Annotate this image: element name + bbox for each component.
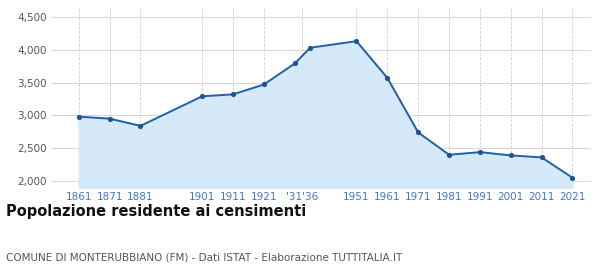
Point xyxy=(228,92,238,97)
Point xyxy=(568,176,577,180)
Point xyxy=(136,124,145,128)
Point xyxy=(444,153,454,157)
Text: Popolazione residente ai censimenti: Popolazione residente ai censimenti xyxy=(6,204,306,220)
Point xyxy=(413,130,423,135)
Point xyxy=(475,150,485,154)
Text: COMUNE DI MONTERUBBIANO (FM) - Dati ISTAT - Elaborazione TUTTITALIA.IT: COMUNE DI MONTERUBBIANO (FM) - Dati ISTA… xyxy=(6,252,402,262)
Point xyxy=(383,76,392,80)
Point xyxy=(74,115,83,119)
Point xyxy=(305,45,315,50)
Point xyxy=(352,39,361,43)
Point xyxy=(259,82,269,87)
Point xyxy=(537,155,547,160)
Point xyxy=(290,61,299,66)
Point xyxy=(506,153,515,158)
Point xyxy=(105,116,115,121)
Point xyxy=(197,94,207,99)
